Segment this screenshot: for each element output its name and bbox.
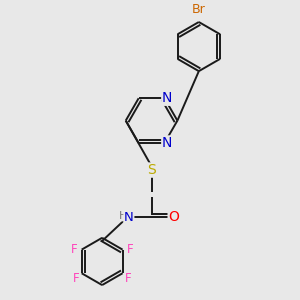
Text: Br: Br	[192, 3, 206, 16]
Text: N: N	[124, 211, 134, 224]
Text: N: N	[162, 91, 172, 105]
Text: O: O	[168, 210, 179, 224]
Text: S: S	[147, 163, 156, 177]
Text: F: F	[71, 243, 78, 256]
Text: H: H	[119, 211, 128, 221]
Text: F: F	[73, 272, 79, 285]
Text: F: F	[127, 243, 133, 256]
Text: N: N	[162, 136, 172, 150]
Text: F: F	[125, 272, 132, 285]
